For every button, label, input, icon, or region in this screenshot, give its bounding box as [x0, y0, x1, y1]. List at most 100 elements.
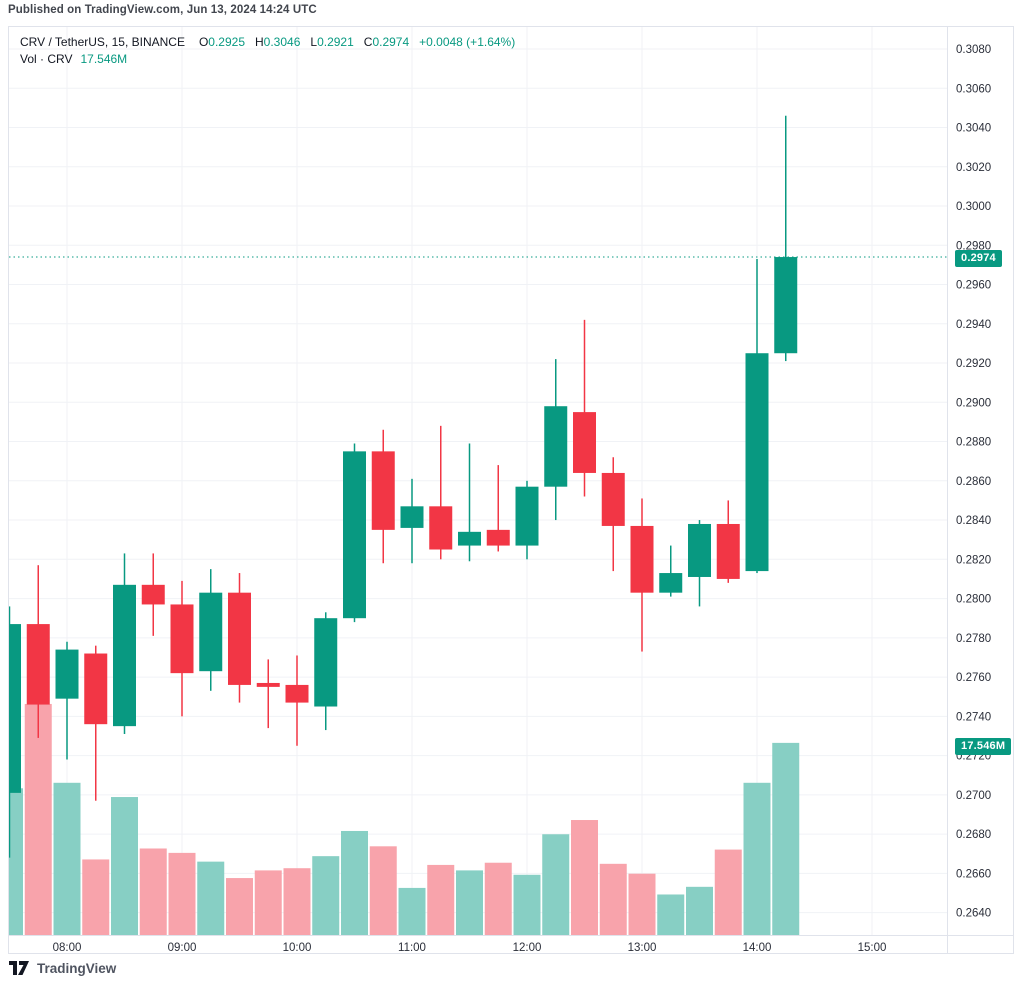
- last-price-badge: 0.2974: [955, 250, 1002, 267]
- volume-bar: [628, 873, 656, 935]
- time-tick-label: 11:00: [398, 942, 426, 953]
- candle-body: [9, 624, 21, 793]
- candle-body: [630, 525, 654, 593]
- candle-body: [745, 353, 769, 572]
- candle-wick: [785, 115, 787, 362]
- candle-body: [601, 472, 625, 526]
- volume-bar: [542, 834, 570, 935]
- volume-bar: [743, 782, 771, 935]
- price-axis[interactable]: 0.3080 0.3060 0.3040 0.3020 0.3000 0.2980 0.29…: [956, 44, 991, 920]
- volume-bar: [111, 797, 138, 935]
- volume-bar: [714, 849, 742, 935]
- time-tick-label: 09:00: [168, 942, 197, 953]
- price-tick-label: 0.3020: [956, 162, 991, 174]
- chart-legend: CRV / TetherUS, 15, BINANCE O0.2925 H0.3…: [20, 34, 515, 68]
- legend-change: +0.0048 (+1.64%): [419, 35, 516, 49]
- candle-body: [716, 523, 740, 579]
- chart-frame: 0.3080 0.3060 0.3040 0.3020 0.3000 0.2980 0.29…: [8, 26, 1014, 954]
- candle-body: [573, 412, 596, 473]
- price-tick-label: 0.2860: [956, 476, 991, 488]
- time-tick-label: 10:00: [283, 942, 312, 953]
- volume-bar: [139, 848, 167, 935]
- price-tick-label: 0.2820: [956, 554, 991, 566]
- tradingview-logo-link[interactable]: TradingView: [8, 960, 116, 976]
- price-tick-label: 0.2960: [956, 280, 991, 292]
- candle-body: [688, 523, 711, 577]
- price-tick-label: 0.2940: [956, 319, 991, 331]
- price-tick-label: 0.2800: [956, 594, 991, 606]
- volume-bar: [254, 870, 282, 935]
- price-tick-label: 0.2840: [956, 515, 991, 527]
- volume-pane: [9, 703, 800, 935]
- price-tick-label: 0.2760: [956, 672, 991, 684]
- volume-bar: [53, 782, 81, 935]
- candle-body: [371, 451, 395, 530]
- candle-body: [26, 624, 50, 705]
- candle-body: [84, 653, 108, 725]
- volume-bar: [484, 862, 512, 935]
- volume-bar: [686, 886, 713, 935]
- footer: TradingView: [8, 960, 116, 976]
- price-tick-label: 0.2680: [956, 829, 991, 841]
- volume-bar: [571, 820, 598, 935]
- volume-bar: [513, 874, 541, 935]
- volume-bar: [657, 894, 685, 935]
- volume-bar: [82, 859, 110, 935]
- price-tick-label: 0.2660: [956, 868, 991, 880]
- grid: [9, 27, 948, 936]
- candle-body: [544, 406, 568, 487]
- candle-wick: [468, 443, 471, 562]
- legend-low: L0.2921: [310, 35, 354, 49]
- volume-value: 17.546M: [80, 52, 128, 66]
- candle-wick: [66, 641, 68, 760]
- legend-high: H0.3046: [255, 35, 301, 49]
- legend-close: C0.2974: [363, 35, 410, 49]
- volume-bar: [456, 870, 483, 935]
- price-tick-label: 0.3040: [956, 123, 991, 135]
- volume-bar: [24, 703, 52, 935]
- candle-body: [199, 592, 223, 672]
- candlestick-chart-canvas[interactable]: 0.30800.30600.30400.30200.30000.29800.29…: [9, 27, 1013, 953]
- volume-bar: [772, 742, 800, 935]
- price-tick-label: 0.2740: [956, 711, 991, 723]
- volume-bar: [226, 878, 253, 935]
- candle-body: [228, 592, 251, 685]
- candle-body: [170, 604, 194, 674]
- volume-bar: [168, 852, 196, 935]
- price-tick-label: 0.2640: [956, 908, 991, 920]
- legend-volume-row: Vol · CRV 17.546M: [20, 51, 515, 68]
- candle-body: [429, 506, 453, 550]
- candle-body: [458, 531, 481, 546]
- legend-open: O0.2925: [198, 35, 245, 49]
- volume-bar: [312, 856, 340, 935]
- time-tick-label: 15:00: [858, 942, 887, 953]
- price-tick-label: 0.2780: [956, 633, 991, 645]
- candle-body: [400, 506, 424, 528]
- tradingview-brand-text: TradingView: [37, 960, 117, 976]
- volume-bar: [283, 868, 311, 935]
- candle-body: [55, 649, 79, 699]
- time-axis[interactable]: 08:00 09:00 10:00 11:00 12:00 13:00 14:00 15:00: [53, 942, 887, 953]
- price-tick-label: 0.3000: [956, 201, 991, 213]
- candle-body: [774, 257, 798, 354]
- candle-body: [141, 584, 165, 605]
- candle-body: [285, 684, 309, 703]
- volume-bar: [369, 846, 397, 935]
- candle-wick: [440, 425, 442, 560]
- legend-symbol-row: CRV / TetherUS, 15, BINANCE O0.2925 H0.3…: [20, 34, 515, 51]
- volume-badge: 17.546M: [955, 738, 1012, 755]
- volume-bar: [427, 864, 455, 935]
- time-tick-label: 12:00: [513, 942, 542, 953]
- time-tick-label: 08:00: [53, 942, 82, 953]
- candle-wick: [267, 659, 269, 729]
- candle-wick: [670, 545, 672, 597]
- volume-bar: [341, 830, 368, 935]
- candle-body: [515, 486, 539, 546]
- symbol-title: CRV / TetherUS, 15, BINANCE: [20, 35, 185, 49]
- price-tick-label: 0.2700: [956, 790, 991, 802]
- candle-wick: [497, 465, 499, 552]
- candle-body: [256, 682, 280, 687]
- price-tick-label: 0.3060: [956, 83, 991, 95]
- candle-wick: [583, 319, 586, 497]
